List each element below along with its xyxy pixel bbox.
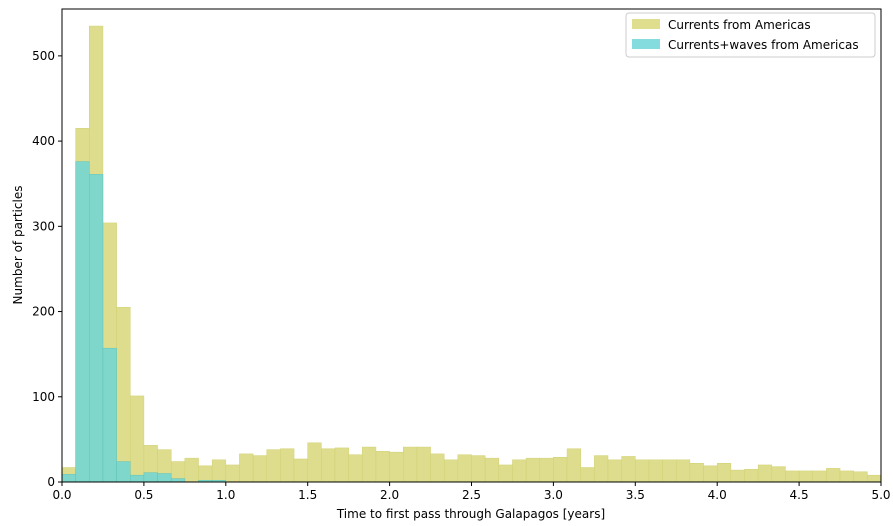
histogram-bar [621,456,636,483]
x-tick-label: 3.0 [544,488,563,502]
histogram-bar [771,466,786,483]
legend: Currents from Americas Currents+waves fr… [625,12,876,58]
legend-swatch-currents [632,19,660,29]
histogram-bar [375,451,390,483]
histogram-bar [498,464,513,483]
histogram-bar [867,474,882,483]
histogram-bar [443,459,459,483]
histogram-bar [362,446,377,483]
series-0 [61,25,882,483]
histogram-bar [730,469,745,483]
histogram-bar [471,455,486,483]
x-tick-label: 3.5 [626,488,645,502]
histogram-bar [430,453,445,483]
histogram-bar [580,467,595,483]
histogram-bar [484,457,500,483]
histogram-bar [239,453,254,483]
x-tick-label: 2.5 [462,488,481,502]
y-tick-label: 300 [32,219,55,233]
ticks-layer: 0.0 0.5 1.0 1.5 2.0 2.5 3.0 3.5 4.0 4.5 5.0 0 100 200… [32,49,890,502]
histogram-bar [102,347,117,483]
histogram-bar [252,455,268,483]
histogram-bar [512,459,527,483]
histogram-bar [307,442,322,483]
legend-label-currents-waves: Currents+waves from Americas [668,38,859,52]
histogram-bar [812,470,827,483]
histogram-bar [826,468,841,483]
plot-frame [61,8,882,483]
histogram-bar [689,463,704,483]
histogram-bar [525,457,540,483]
histogram-bar [648,459,663,483]
histogram-bar [389,451,404,483]
histogram-bar [293,458,308,483]
histogram-bar [744,468,759,483]
histogram-bar [594,455,609,483]
y-tick-label: 100 [32,390,55,404]
x-tick-label: 0.5 [134,488,153,502]
histogram-bar [266,449,281,483]
histogram-bar [130,395,145,483]
histogram-bar [539,457,554,483]
histogram-bar [635,459,650,483]
y-tick-label: 400 [32,134,55,148]
x-tick-label: 0.0 [52,488,71,502]
y-tick-label: 500 [32,49,55,63]
histogram-bar [280,448,295,483]
histogram-bar [143,472,158,483]
histogram-bar [416,446,431,483]
histogram-bar [89,174,104,483]
histogram-bar [553,457,568,483]
histogram-bar [798,470,813,483]
histogram-bar [116,461,131,483]
histogram-bar [676,459,691,483]
histogram-bar [457,454,472,483]
histogram-bar [184,457,199,483]
histogram-bar [61,474,76,483]
histogram-bar [348,454,363,483]
series-1 [61,161,227,483]
histogram-bar [566,448,581,483]
y-tick-label: 200 [32,305,55,319]
legend-box [625,12,876,58]
histogram-bar [321,448,336,483]
histogram-bar [662,459,677,483]
x-tick-label: 4.5 [790,488,809,502]
histogram-bar [211,459,227,483]
histogram-bar [116,307,131,483]
histogram-bar [839,470,854,483]
histogram-bar [157,473,172,483]
histogram-bar [703,465,718,483]
legend-label-currents: Currents from Americas [668,18,811,32]
histogram-bar [716,463,732,483]
histogram-bar [225,464,240,483]
x-tick-label: 1.0 [216,488,235,502]
x-tick-label: 1.5 [298,488,317,502]
histogram-bar [853,471,868,483]
histogram-bar [757,464,773,483]
x-tick-label: 5.0 [871,488,890,502]
histogram-bar [785,470,800,483]
x-tick-label: 2.0 [380,488,399,502]
series-layer [61,25,882,483]
histogram-bar [170,478,186,483]
histogram-bar [334,447,349,483]
x-axis-label: Time to first pass through Galapagos [ye… [336,507,605,521]
histogram-bar [75,161,90,483]
histogram-bar [130,474,145,483]
histogram-bar [607,459,622,483]
y-axis-label: Number of particles [11,186,25,305]
y-tick-label: 0 [47,475,55,489]
histogram-bar [403,446,418,483]
legend-swatch-currents-waves [632,39,660,49]
histogram-bar [198,465,213,483]
x-tick-label: 4.0 [708,488,727,502]
